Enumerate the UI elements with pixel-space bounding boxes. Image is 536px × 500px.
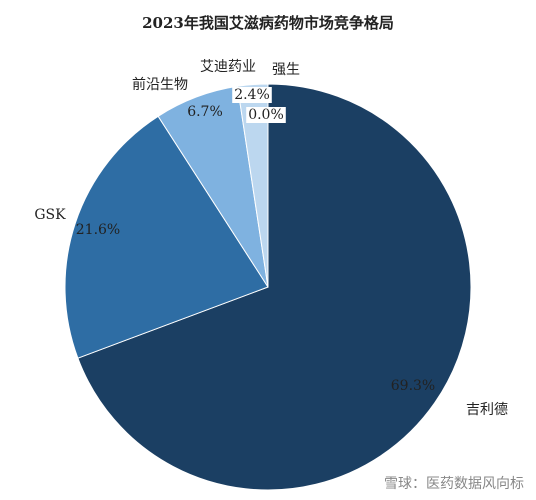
label-box: [246, 107, 286, 123]
value-label: 0.0%: [248, 107, 284, 123]
category-label: 强生: [272, 62, 300, 78]
pie-slice: [77, 83, 472, 491]
footer: 雪球：医药数据风向标: [384, 476, 524, 492]
category-label: 吉利德: [466, 402, 508, 418]
value-label: 69.3%: [391, 378, 435, 394]
label-box: [232, 87, 272, 103]
pie-slice: [64, 115, 269, 359]
value-label: 21.6%: [76, 222, 120, 238]
category-label: GSK: [34, 207, 66, 223]
value-label: 6.7%: [187, 104, 223, 120]
category-label: 艾迪药业: [200, 59, 256, 75]
category-label: 前沿生物: [132, 76, 188, 93]
chart-title: 2023年我国艾滋病药物市场竞争格局: [142, 14, 394, 32]
value-label: 2.4%: [234, 87, 270, 103]
